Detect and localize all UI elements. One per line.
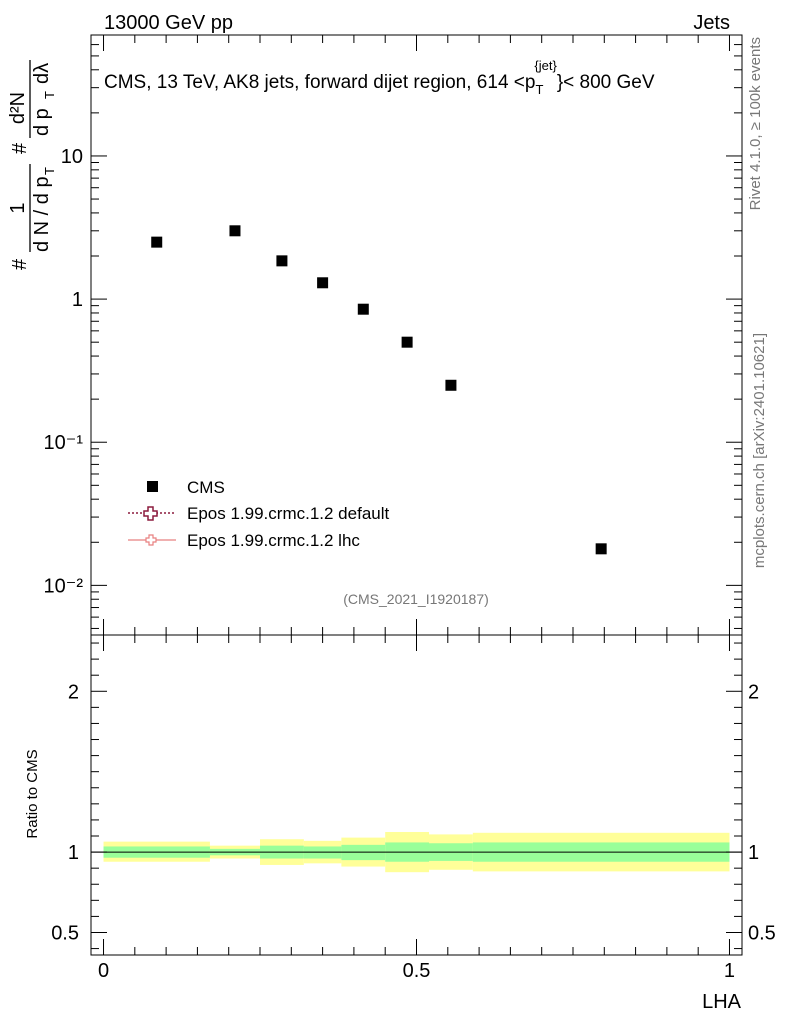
cms-data-point xyxy=(317,277,329,289)
x-tick-label: 1 xyxy=(724,960,735,982)
svg-text:Epos 1.99.crmc.1.2 lhc: Epos 1.99.crmc.1.2 lhc xyxy=(187,531,360,550)
analysis-watermark: (CMS_2021_I1920187) xyxy=(343,591,489,607)
legend-entry-cms: CMS xyxy=(147,478,225,497)
cms-data-point xyxy=(357,303,369,315)
svg-text:#: # xyxy=(9,142,31,154)
x-axis-label: LHA xyxy=(702,991,742,1013)
rivet-note: Rivet 4.1.0, ≥ 100k events xyxy=(747,37,764,210)
cms-data-point xyxy=(151,236,163,248)
svg-text:#: # xyxy=(9,258,31,270)
epos-default-marker-icon xyxy=(143,506,158,521)
main-ylabel: # 1 d N / d p T # d²N d p T dλ xyxy=(7,60,57,270)
title-sup: {jet} xyxy=(534,58,557,73)
ratio-ylabel: Ratio to CMS xyxy=(24,749,41,838)
svg-text:T: T xyxy=(42,167,57,175)
svg-text:dλ: dλ xyxy=(31,63,53,84)
cms-data-point xyxy=(595,543,607,555)
ratio-tick-label-left: 2 xyxy=(68,681,79,703)
ratio-frame xyxy=(90,634,743,956)
legend-entry-epos-default: Epos 1.99.crmc.1.2 default xyxy=(128,504,390,523)
svg-text:1: 1 xyxy=(7,202,29,213)
legend-entry-epos-lhc: Epos 1.99.crmc.1.2 lhc xyxy=(128,531,360,550)
main-data-points xyxy=(151,225,607,555)
y-tick-label: 10⁻¹ xyxy=(44,432,84,454)
ratio-tick-label-right: 1 xyxy=(748,842,759,864)
svg-text:T: T xyxy=(42,91,57,99)
svg-text:d N / d p: d N / d p xyxy=(31,176,53,252)
ratio-tick-label-left: 0.5 xyxy=(51,922,79,944)
title-sub: T xyxy=(535,82,543,97)
cms-data-point xyxy=(401,336,413,348)
x-tick-label: 0 xyxy=(98,960,109,982)
ratio-y-ticks: 2 2 1 1 0.5 0.5 xyxy=(51,642,776,950)
cms-data-point xyxy=(445,379,457,391)
cms-data-point xyxy=(229,225,241,237)
mcplots-note: mcplots.cern.ch [arXiv:2401.10621] xyxy=(751,333,768,568)
ratio-uncertainty-bands xyxy=(91,831,742,873)
main-y-ticks: 10 1 10⁻¹ 10⁻² xyxy=(44,34,742,635)
ratio-tick-label-left: 1 xyxy=(68,842,79,864)
svg-text:Epos 1.99.crmc.1.2 default: Epos 1.99.crmc.1.2 default xyxy=(187,504,390,523)
y-tick-label: 10 xyxy=(61,146,83,168)
svg-text:CMS: CMS xyxy=(187,478,225,497)
epos-lhc-marker-icon xyxy=(145,534,157,546)
x-tick-label: 0.5 xyxy=(403,960,431,982)
title-main: CMS, 13 TeV, AK8 jets, forward dijet reg… xyxy=(104,72,535,93)
svg-text:d p: d p xyxy=(31,108,53,136)
header-right: Jets xyxy=(693,12,730,34)
cms-data-point xyxy=(276,255,288,267)
ratio-tick-label-right: 2 xyxy=(748,681,759,703)
plot-title: CMS, 13 TeV, AK8 jets, forward dijet reg… xyxy=(104,58,655,97)
y-tick-label: 10⁻² xyxy=(44,575,84,597)
svg-text:d²N: d²N xyxy=(7,92,29,124)
legend: CMS Epos 1.99.crmc.1.2 default Epos 1.99… xyxy=(128,478,390,550)
title-tail: }< 800 GeV xyxy=(557,72,655,93)
header-left: 13000 GeV pp xyxy=(104,12,233,34)
y-tick-label: 1 xyxy=(72,289,83,311)
ratio-tick-label-right: 0.5 xyxy=(748,922,776,944)
x-axis-ticks: 0 0.5 1 xyxy=(98,635,735,982)
